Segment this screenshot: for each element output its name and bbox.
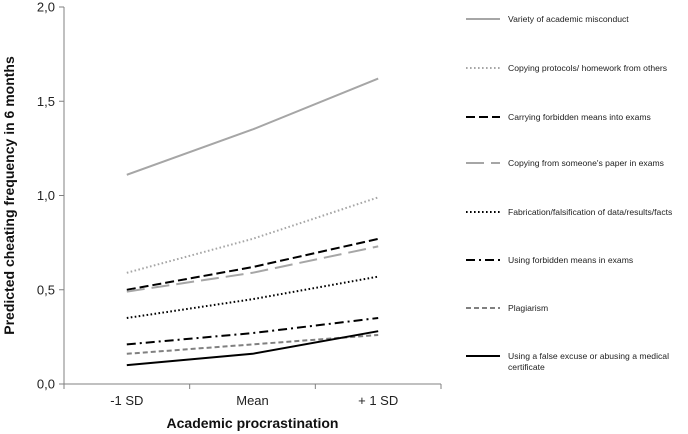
legend-label-7: Plagiarism [508, 303, 548, 313]
legend-label-6: Using forbidden means in exams [508, 255, 633, 265]
x-ticks: -1 SD Mean + 1 SD [63, 384, 442, 408]
series-line-8 [126, 330, 379, 367]
series-line-4 [126, 245, 379, 293]
legend: Variety of academic misconduct Copying pr… [466, 14, 672, 372]
legend-label-5: Fabrication/falsification of data/result… [508, 207, 672, 217]
legend-label-1: Variety of academic misconduct [508, 14, 629, 24]
y-axis-title: Predicted cheating frequency in 6 months [1, 56, 17, 335]
legend-label-4: Copying from someone's paper in exams [508, 158, 664, 168]
y-tick-label: 0,5 [37, 282, 55, 297]
legend-label-2: Copying protocols/ homework from others [508, 63, 667, 73]
x-axis-title: Academic procrastination [167, 415, 339, 431]
legend-label-8: Using a false excuse or abusing a medica… [508, 351, 669, 372]
y-tick-label: 0,0 [37, 377, 55, 392]
axes [63, 7, 441, 385]
series-line-1 [126, 77, 379, 176]
y-tick-label: 1,5 [37, 94, 55, 109]
series-line-6 [126, 317, 379, 346]
series-line-5 [126, 275, 379, 319]
series-line-3 [126, 237, 379, 291]
legend-label-3: Carrying forbidden means into exams [508, 112, 651, 122]
y-tick-label: 1,0 [37, 188, 55, 203]
series-line-2 [126, 196, 379, 274]
x-tick-label: Mean [236, 393, 269, 408]
y-tick-label: 2,0 [37, 0, 55, 15]
y-ticks: 0,0 0,5 1,0 1,5 2,0 [37, 0, 64, 392]
x-tick-label: + 1 SD [358, 393, 398, 408]
series-lines [126, 77, 379, 367]
x-tick-label: -1 SD [110, 393, 143, 408]
